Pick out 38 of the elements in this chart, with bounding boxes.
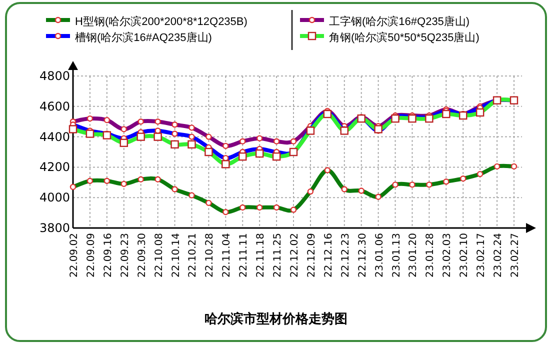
x-tick-label: 22.09.09 (86, 233, 97, 278)
x-tick-label: 22.12.23 (340, 233, 352, 278)
x-tick-label: 23.02.17 (476, 233, 488, 278)
legend-label: 槽钢(哈尔滨16#AQ235唐山) (75, 31, 212, 44)
legend-label: 工字钢(哈尔滨16#Q235唐山) (329, 15, 470, 28)
x-tick-label: 23.02.03 (442, 233, 454, 278)
x-tick-label: 23.02.24 (493, 233, 504, 278)
x-tick-label: 22.09.23 (120, 233, 131, 278)
text: 哈尔滨市型材价格走势图 (204, 311, 348, 327)
x-tick-label: 22.12.09 (306, 233, 318, 278)
y-tick-label: 4800 (39, 69, 70, 83)
x-tick-label: 22.11.04 (222, 233, 233, 278)
x-tick-label: 23.02.10 (459, 233, 470, 278)
x-tick-label: 23.01.20 (408, 233, 420, 278)
x-tick-label: 22.09.30 (136, 233, 148, 278)
x-tick-label: 22.09.02 (69, 233, 80, 278)
y-tick-label: 4200 (39, 160, 70, 174)
y-tick-label: 4600 (39, 99, 70, 114)
y-tick-label: 3800 (39, 221, 70, 235)
y-tick-label: 4000 (39, 190, 70, 205)
x-tick-label: 22.11.11 (238, 233, 250, 278)
x-tick-label: 22.12.30 (357, 233, 368, 278)
x-tick-label: 22.09.16 (102, 233, 114, 278)
legend-label: H型钢(哈尔滨200*200*8*12Q235B) (75, 15, 248, 28)
x-tick-label: 23.01.28 (425, 233, 436, 278)
x-tick-label: 23.01.06 (374, 233, 386, 278)
x-tick-label: 22.10.21 (188, 233, 199, 278)
x-tick-label: 23.01.13 (391, 233, 402, 278)
legend-label: 角钢(哈尔滨50*50*5Q235唐山) (329, 31, 480, 44)
x-tick-label: 22.12.16 (323, 233, 334, 278)
x-tick-label: 22.10.14 (170, 233, 182, 278)
x-tick-label: 22.10.28 (204, 233, 216, 278)
x-tick-label: 22.11.25 (272, 233, 284, 278)
x-tick-label: 23.02.27 (510, 233, 521, 278)
x-tick-label: 22.12.02 (290, 233, 300, 278)
x-tick-label: 22.10.08 (154, 233, 165, 278)
y-tick-label: 4400 (39, 130, 70, 144)
x-tick-label: 22.11.18 (256, 233, 267, 278)
